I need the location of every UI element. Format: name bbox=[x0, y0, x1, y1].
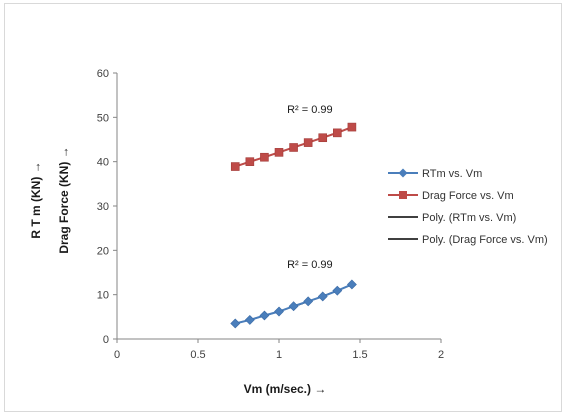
y-axis-title: Drag Force (KN) → bbox=[57, 146, 71, 253]
legend-marker-square bbox=[399, 191, 407, 199]
data-point-square bbox=[245, 157, 255, 166]
x-axis: 0 0.5 1 1.5 2 bbox=[114, 338, 444, 361]
legend-entry-label: Poly. (RTm vs. Vm) bbox=[422, 212, 516, 224]
data-point-diamond bbox=[274, 306, 284, 317]
data-point-diamond bbox=[346, 279, 357, 290]
data-point-diamond bbox=[303, 296, 314, 307]
data-point-diamond bbox=[288, 301, 299, 312]
y-tick-label: 10 bbox=[97, 290, 109, 302]
y-tick-label: 0 bbox=[103, 334, 109, 346]
data-point-square bbox=[347, 122, 357, 132]
y-axis-title-secondary: R T m (KN) → bbox=[29, 161, 43, 238]
r-squared-label: R² = 0.99 bbox=[287, 259, 333, 271]
legend-marker-diamond bbox=[398, 168, 408, 178]
legend-entry-label: Poly. (Drag Force vs. Vm) bbox=[422, 234, 548, 246]
y-tick-label: 20 bbox=[97, 245, 109, 257]
y-axis: 0 10 20 30 40 50 60 bbox=[97, 68, 118, 346]
legend-entry-label: Drag Force vs. Vm bbox=[422, 190, 514, 202]
data-point-square bbox=[333, 128, 342, 138]
annotations: R² = 0.99 R² = 0.99 bbox=[287, 104, 333, 271]
data-point-square bbox=[274, 148, 284, 157]
data-point-diamond bbox=[230, 318, 241, 329]
x-tick-label: 1 bbox=[276, 349, 282, 361]
data-point-square bbox=[230, 162, 240, 171]
data-point-diamond bbox=[259, 310, 270, 321]
x-tick-label: 0.5 bbox=[190, 349, 205, 361]
trendlines bbox=[235, 126, 353, 325]
y-tick-label: 40 bbox=[97, 157, 109, 169]
chart-area bbox=[4, 3, 562, 412]
legend: RTm vs. Vm Drag Force vs. Vm Poly. (RTm vs… bbox=[388, 168, 548, 246]
data-point-diamond bbox=[244, 315, 255, 325]
y-tick-label: 30 bbox=[97, 201, 109, 213]
data-point-square bbox=[260, 152, 269, 162]
y-tick-label: 60 bbox=[97, 68, 109, 80]
r-squared-label: R² = 0.99 bbox=[287, 104, 333, 116]
data-point-square bbox=[318, 133, 328, 143]
x-tick-label: 0 bbox=[114, 349, 120, 361]
data-point-diamond bbox=[317, 291, 328, 302]
data-point-square bbox=[303, 138, 313, 147]
x-tick-label: 2 bbox=[438, 349, 444, 361]
data-series bbox=[230, 122, 357, 329]
x-axis-title: Vm (m/sec.) → bbox=[244, 382, 327, 396]
legend-entry-label: RTm vs. Vm bbox=[422, 168, 482, 180]
data-point-diamond bbox=[332, 285, 343, 296]
y-tick-label: 50 bbox=[97, 112, 109, 124]
x-tick-label: 1.5 bbox=[352, 349, 367, 361]
data-point-square bbox=[289, 143, 298, 152]
